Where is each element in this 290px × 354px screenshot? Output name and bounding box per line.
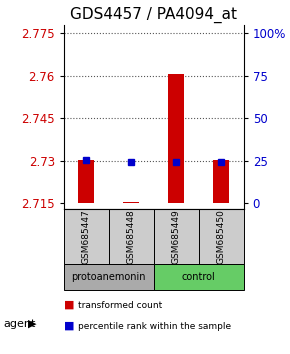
FancyBboxPatch shape [154, 209, 199, 264]
FancyBboxPatch shape [109, 209, 154, 264]
Text: ▶: ▶ [28, 319, 36, 329]
Title: GDS4457 / PA4094_at: GDS4457 / PA4094_at [70, 7, 237, 23]
Text: ■: ■ [64, 321, 74, 331]
Bar [168, 74, 184, 204]
Text: transformed count: transformed count [78, 301, 163, 310]
Text: ■: ■ [64, 300, 74, 310]
Text: GSM685447: GSM685447 [82, 210, 91, 264]
FancyBboxPatch shape [64, 209, 109, 264]
Text: control: control [182, 272, 215, 282]
FancyBboxPatch shape [154, 264, 244, 290]
Text: GSM685448: GSM685448 [127, 210, 136, 264]
FancyBboxPatch shape [199, 209, 244, 264]
Text: GSM685450: GSM685450 [217, 209, 226, 264]
Text: protoanemonin: protoanemonin [72, 272, 146, 282]
Text: GSM685449: GSM685449 [172, 210, 181, 264]
Bar [78, 160, 94, 204]
Bar [123, 202, 139, 204]
Text: percentile rank within the sample: percentile rank within the sample [78, 322, 231, 331]
Text: agent: agent [3, 319, 35, 329]
Bar [213, 160, 229, 204]
FancyBboxPatch shape [64, 264, 154, 290]
